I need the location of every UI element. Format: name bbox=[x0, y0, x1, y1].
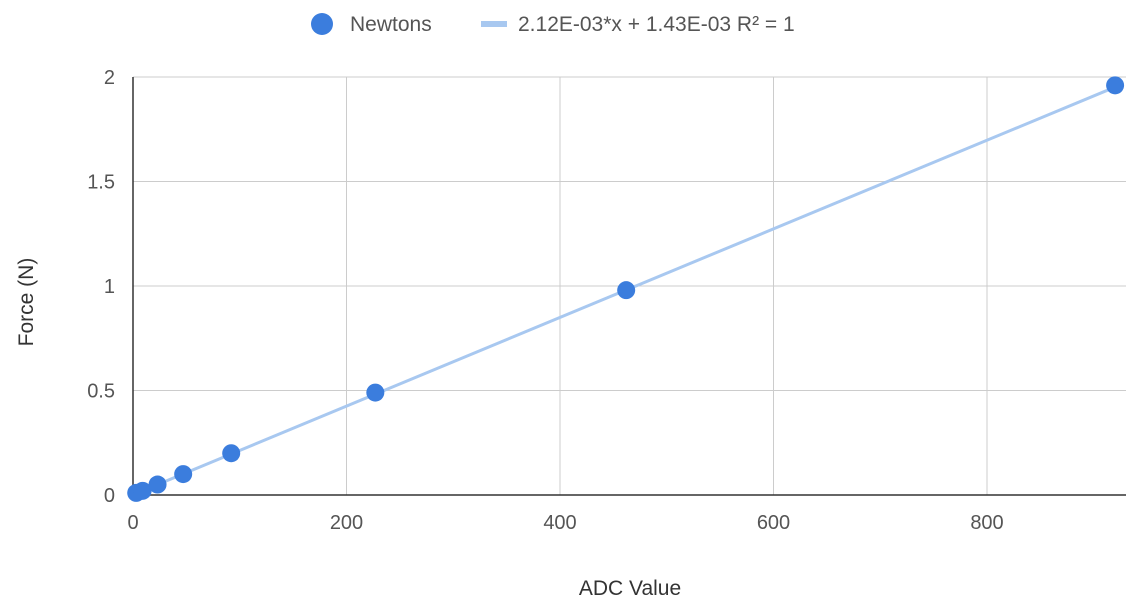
data-point bbox=[148, 475, 167, 494]
data-point bbox=[222, 444, 241, 463]
gridlines bbox=[133, 76, 1126, 495]
legend-marker-trendline bbox=[481, 21, 507, 27]
x-axis-title: ADC Value bbox=[579, 577, 681, 600]
y-tick-label: 0.5 bbox=[87, 381, 115, 403]
legend: Newtons 2.12E-03*x + 1.43E-03 R² = 1 bbox=[311, 13, 795, 36]
data-point bbox=[174, 465, 193, 484]
data-point bbox=[617, 281, 636, 300]
y-axis-title: Force (N) bbox=[15, 258, 38, 347]
x-tick-label: 200 bbox=[330, 512, 363, 534]
y-tick-label: 2 bbox=[104, 67, 115, 89]
x-tick-label: 600 bbox=[757, 512, 790, 534]
x-tick-label: 400 bbox=[543, 512, 576, 534]
axes bbox=[132, 77, 1126, 496]
y-tick-label: 1 bbox=[104, 276, 115, 298]
legend-label-trendline: 2.12E-03*x + 1.43E-03 R² = 1 bbox=[518, 13, 795, 36]
data-points bbox=[127, 76, 1125, 502]
y-tick-label: 1.5 bbox=[87, 172, 115, 194]
data-point bbox=[133, 481, 152, 500]
x-tick-label: 800 bbox=[970, 512, 1003, 534]
legend-label-newtons: Newtons bbox=[350, 13, 432, 36]
y-tick-label: 0 bbox=[104, 485, 115, 507]
data-point bbox=[366, 383, 385, 402]
legend-marker-newtons bbox=[311, 13, 333, 35]
tick-labels: 0 0.5 1 1.5 2 0 200 400 600 800 bbox=[87, 67, 1004, 534]
data-point bbox=[1106, 76, 1125, 95]
x-tick-label: 0 bbox=[127, 512, 138, 534]
